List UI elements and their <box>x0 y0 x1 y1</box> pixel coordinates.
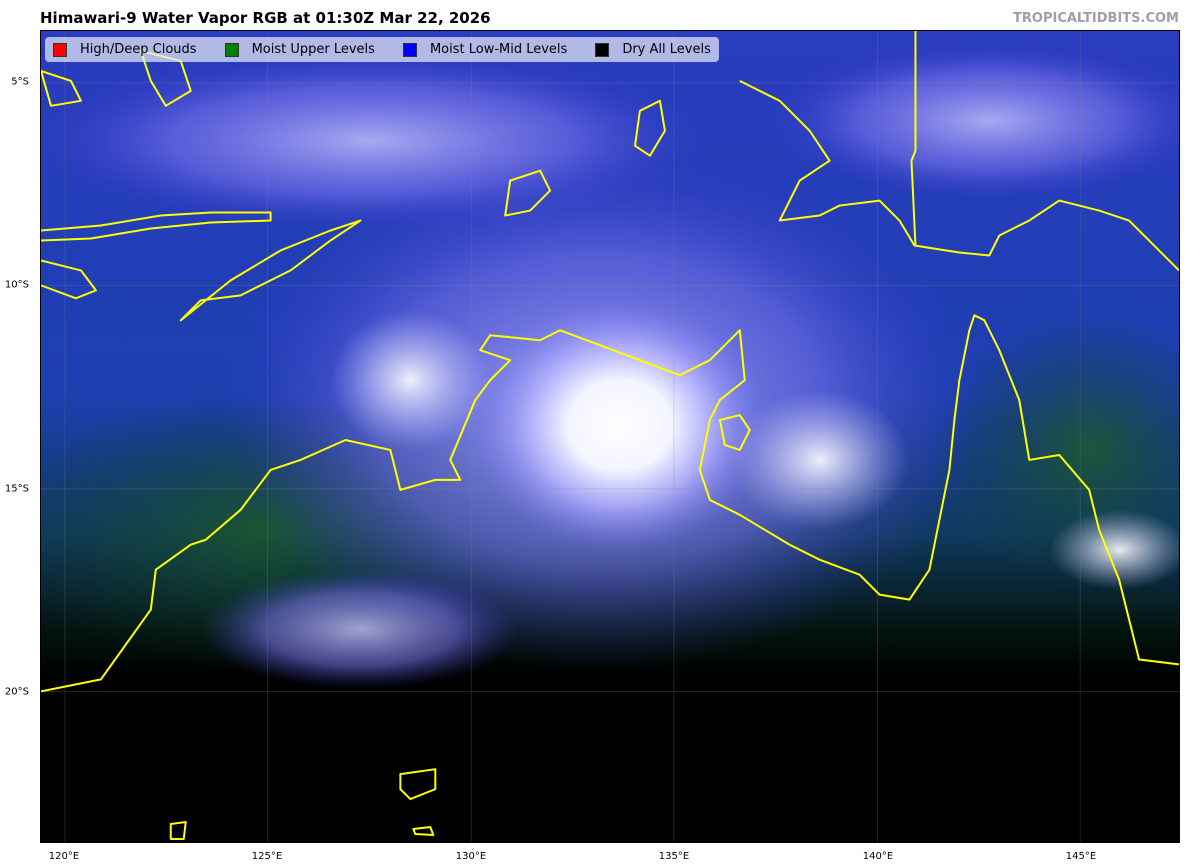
coast-flores-chain <box>41 211 272 242</box>
cloud-southwest <box>200 569 521 690</box>
coast-groote <box>718 414 751 451</box>
cloud-band-northeast <box>769 40 1179 201</box>
x-tick-label: 135°E <box>658 851 690 862</box>
cloud-west-tower <box>330 310 491 450</box>
legend-label: Dry All Levels <box>622 42 711 57</box>
map-title: Himawari-9 Water Vapor RGB at 01:30Z Mar… <box>40 9 491 27</box>
legend-swatch-green <box>224 42 239 57</box>
satellite-map <box>40 30 1180 843</box>
credit-label: TROPICALTIDBITS.COM <box>1013 11 1179 26</box>
y-tick-label: 20°S <box>4 686 29 698</box>
coast-north-islands <box>41 49 666 217</box>
legend-swatch-black <box>595 42 610 57</box>
legend: High/Deep Clouds Moist Upper Levels Mois… <box>45 37 719 62</box>
legend-item-moist-low-mid-levels: Moist Low-Mid Levels <box>402 42 568 57</box>
cloud-east-band <box>729 390 910 530</box>
legend-item-high-deep-clouds: High/Deep Clouds <box>53 42 197 57</box>
y-tick-label: 10°S <box>4 279 29 291</box>
coast-new-guinea <box>739 79 1179 272</box>
coastlines <box>41 31 1179 841</box>
coast-timor <box>179 219 362 322</box>
y-tick-label: 15°S <box>4 483 29 495</box>
legend-label: Moist Upper Levels <box>251 42 375 57</box>
legend-swatch-blue <box>402 42 417 57</box>
y-tick-label: 5°S <box>11 76 29 88</box>
coast-sumba <box>41 259 97 300</box>
coast-south-islands <box>169 768 437 841</box>
x-tick-label: 120°E <box>48 851 80 862</box>
coast-australia <box>41 314 1179 693</box>
legend-item-dry-all-levels: Dry All Levels <box>595 42 711 57</box>
x-tick-label: 130°E <box>455 851 487 862</box>
cloud-southeast <box>1049 509 1179 590</box>
legend-item-moist-upper-levels: Moist Upper Levels <box>224 42 375 57</box>
border-papua <box>910 31 917 246</box>
legend-swatch-red <box>53 42 67 57</box>
x-tick-label: 125°E <box>251 851 283 862</box>
x-tick-label: 140°E <box>862 851 894 862</box>
legend-label: High/Deep Clouds <box>80 42 197 57</box>
gridlines <box>41 31 1179 842</box>
x-tick-label: 145°E <box>1065 851 1097 862</box>
cyclone-core <box>470 295 770 555</box>
legend-label: Moist Low-Mid Levels <box>429 42 568 57</box>
